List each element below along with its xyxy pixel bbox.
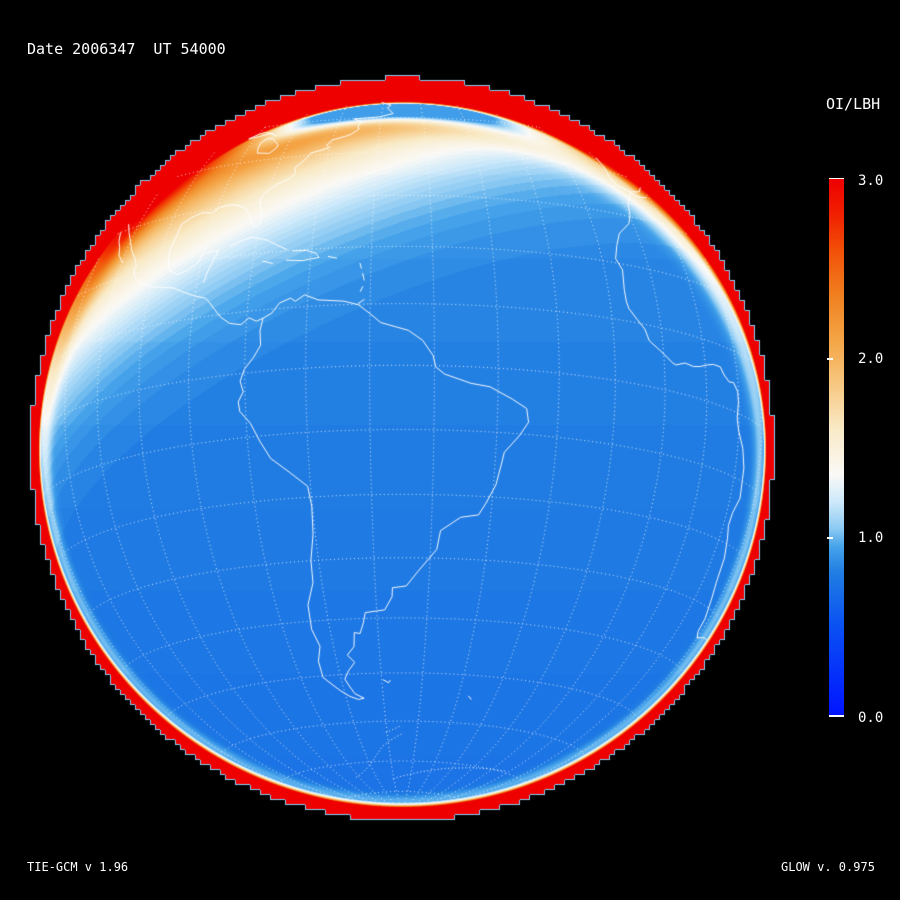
colorbar-title: OI/LBH bbox=[826, 95, 881, 113]
model-version-label: TIE-GCM v 1.96 bbox=[27, 860, 129, 874]
date-ut-label: Date 2006347 UT 54000 bbox=[27, 40, 226, 58]
glow-version-label: GLOW v. 0.975 bbox=[781, 860, 875, 874]
